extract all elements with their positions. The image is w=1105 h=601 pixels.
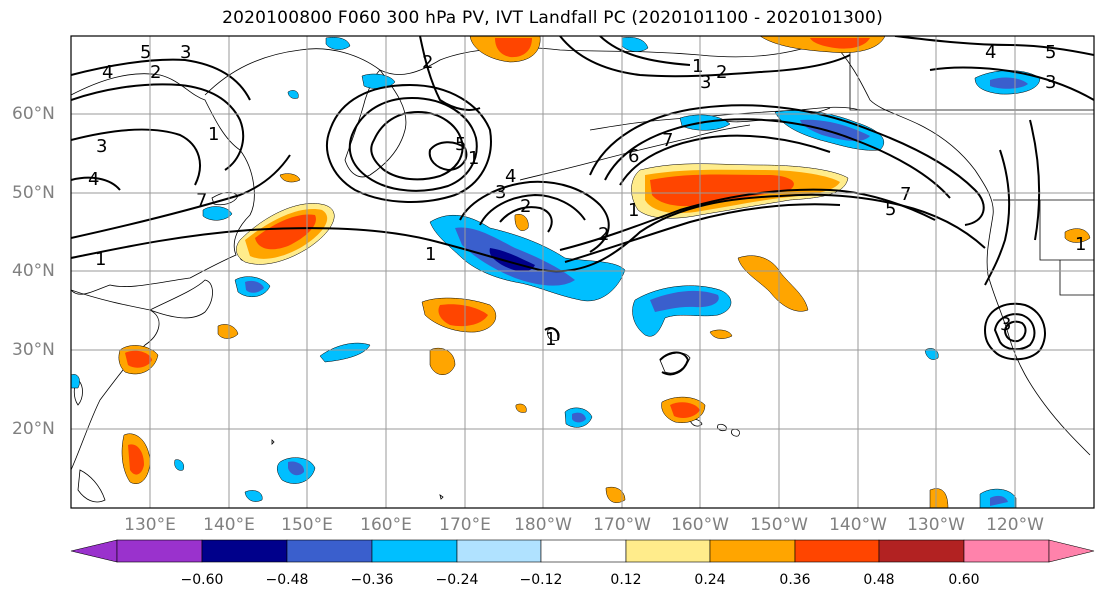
contour-label: 7 bbox=[662, 130, 673, 151]
contour-label: 4 bbox=[505, 166, 516, 187]
contour-label: 2 bbox=[422, 52, 433, 73]
contour-label: 3 bbox=[1045, 72, 1056, 93]
lon-label: 150°E bbox=[281, 515, 333, 535]
contour-label: 2 bbox=[716, 62, 727, 83]
lon-label: 160°E bbox=[360, 515, 412, 535]
map-frame bbox=[70, 35, 1095, 509]
colorbar-swatch bbox=[456, 539, 542, 563]
contour-label: 4 bbox=[102, 62, 113, 83]
contour-label: 5 bbox=[1045, 42, 1056, 63]
colorbar-tick: −0.48 bbox=[265, 572, 309, 588]
lon-label: 170°W bbox=[593, 515, 651, 535]
colorbar-tick: 0.24 bbox=[694, 572, 726, 588]
pv-contours bbox=[71, 36, 1094, 376]
lon-label: 120°W bbox=[986, 515, 1044, 535]
colorbar-swatch bbox=[878, 539, 965, 563]
lat-label: 20°N bbox=[12, 419, 55, 439]
colorbar-tick: 0.48 bbox=[863, 572, 895, 588]
colorbar-tick: −0.12 bbox=[519, 572, 563, 588]
contour-label: 1 bbox=[545, 329, 556, 350]
contour-label: 1 bbox=[425, 244, 436, 265]
contour-label: 5 bbox=[885, 199, 896, 220]
colorbar-swatch bbox=[286, 539, 373, 563]
map-title: 2020100800 F060 300 hPa PV, IVT Landfall… bbox=[222, 8, 883, 28]
contour-label: 5 bbox=[140, 42, 151, 63]
contour-label: 3 bbox=[180, 42, 191, 63]
colorbar-tick: 0.60 bbox=[948, 572, 980, 588]
pv-shading bbox=[71, 36, 1091, 508]
contour-label: 1 bbox=[1075, 234, 1086, 255]
colorbar-swatch bbox=[540, 539, 627, 563]
contour-label: 3 bbox=[700, 72, 711, 93]
colorbar-tick: −0.36 bbox=[350, 572, 394, 588]
colorbar-swatch bbox=[201, 539, 288, 563]
lon-label: 130°W bbox=[907, 515, 965, 535]
lon-label: 180°W bbox=[514, 515, 572, 535]
lon-label: 150°W bbox=[750, 515, 808, 535]
lon-label: 140°W bbox=[829, 515, 887, 535]
contour-label: 1 bbox=[628, 200, 639, 221]
colorbar-tick: 0.12 bbox=[610, 572, 642, 588]
colorbar-extend-low bbox=[70, 539, 118, 563]
contour-label: 2 bbox=[598, 224, 609, 245]
lat-label: 30°N bbox=[12, 340, 55, 360]
colorbar-swatch bbox=[709, 539, 796, 563]
colorbar-tick: −0.24 bbox=[435, 572, 479, 588]
colorbar-tick: −0.60 bbox=[180, 572, 224, 588]
contour-label: 2 bbox=[520, 196, 531, 217]
contour-label: 1 bbox=[692, 56, 703, 77]
contour-label: 2 bbox=[150, 62, 161, 83]
colorbar-tick: 0.36 bbox=[779, 572, 811, 588]
colorbar bbox=[70, 539, 1095, 563]
gridlines bbox=[71, 36, 1094, 508]
colorbar-extend-high bbox=[1048, 539, 1095, 563]
contour-label: 4 bbox=[88, 169, 99, 190]
contour-label: 1 bbox=[208, 124, 219, 145]
contour-labels: 5 4 2 3 2 1 3 4 1 7 1 1 5 3 4 2 1 2 1 6 … bbox=[88, 42, 1086, 350]
lon-label: 160°W bbox=[671, 515, 729, 535]
contour-label: 7 bbox=[900, 184, 911, 205]
contour-label: 6 bbox=[628, 146, 639, 167]
lon-label: 140°E bbox=[203, 515, 255, 535]
contour-label: 1 bbox=[95, 249, 106, 270]
colorbar-swatch bbox=[371, 539, 458, 563]
contour-label: 7 bbox=[196, 190, 207, 211]
lon-label: 170°E bbox=[439, 515, 491, 535]
lat-label: 40°N bbox=[12, 261, 55, 281]
colorbar-swatch bbox=[625, 539, 711, 563]
colorbar-swatch bbox=[794, 539, 880, 563]
contour-label: 3 bbox=[96, 136, 107, 157]
contour-label: 1 bbox=[468, 148, 479, 169]
lat-label: 60°N bbox=[12, 104, 55, 124]
contour-label: 3 bbox=[1000, 314, 1011, 335]
colorbar-swatch bbox=[116, 539, 203, 563]
contour-label: 4 bbox=[985, 42, 996, 63]
colorbar-swatch bbox=[963, 539, 1050, 563]
lon-label: 130°E bbox=[124, 515, 176, 535]
contour-label: 5 bbox=[455, 134, 466, 155]
lat-label: 50°N bbox=[12, 183, 55, 203]
